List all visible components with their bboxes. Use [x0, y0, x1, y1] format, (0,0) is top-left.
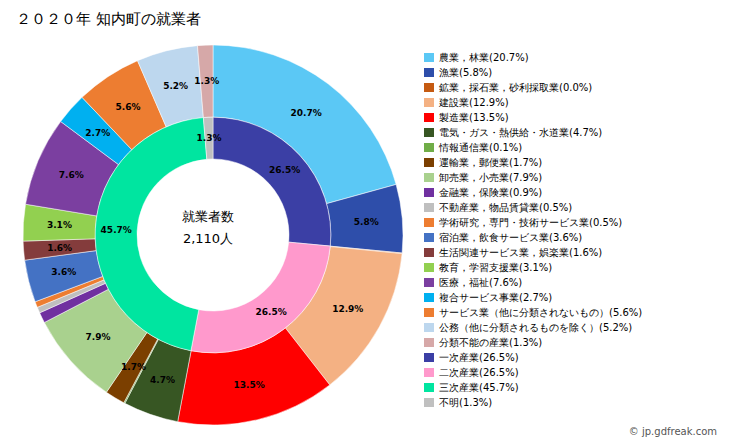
html-text:© jp.gdfreak.com: © jp.gdfreak.com: [628, 426, 717, 437]
svg-text:2.7%: 2.7%: [85, 128, 110, 138]
html-text:公務（他に分類されるものを除く）(5.2%): 公務（他に分類されるものを除く）(5.2%): [439, 321, 633, 333]
html-text:不明(1.3%): 不明(1.3%): [439, 396, 493, 408]
html-text:2,110人: 2,110人: [182, 231, 234, 246]
svg-text:5.6%: 5.6%: [116, 102, 141, 112]
svg-text:26.5%: 26.5%: [256, 307, 287, 317]
html-text:一次産業(26.5%): 一次産業(26.5%): [439, 351, 519, 363]
html-text:サービス業（他に分類されないもの）(5.6%): サービス業（他に分類されないもの）(5.6%): [439, 306, 643, 318]
html-text:農業，林業(20.7%): 農業，林業(20.7%): [439, 51, 529, 63]
svg-text:1.3%: 1.3%: [194, 76, 219, 86]
html-text:複合サービス事業(2.7%): 複合サービス事業(2.7%): [439, 291, 553, 303]
html-text:電気・ガス・熱供給・水道業(4.7%): 電気・ガス・熱供給・水道業(4.7%): [439, 126, 603, 138]
html-text:不動産業，物品賃貸業(0.5%): 不動産業，物品賃貸業(0.5%): [439, 201, 573, 213]
html-text:金融業，保険業(0.9%): 金融業，保険業(0.9%): [439, 186, 543, 198]
html-text:分類不能の産業(1.3%): 分類不能の産業(1.3%): [439, 336, 543, 348]
svg-text:3.1%: 3.1%: [47, 220, 72, 230]
svg-text:26.5%: 26.5%: [269, 165, 300, 175]
html-text:鉱業，採石業，砂利採取業(0.0%): 鉱業，採石業，砂利採取業(0.0%): [439, 81, 593, 93]
svg-text:4.7%: 4.7%: [150, 375, 175, 385]
svg-text:13.5%: 13.5%: [234, 380, 265, 390]
html-text:生活関連サービス業，娯楽業(1.6%): 生活関連サービス業，娯楽業(1.6%): [439, 246, 603, 258]
html-text:漁業(5.8%): 漁業(5.8%): [439, 66, 493, 78]
html-text:就業者数: 就業者数: [182, 209, 234, 224]
svg-text:5.8%: 5.8%: [354, 217, 379, 227]
svg-text:7.6%: 7.6%: [59, 170, 84, 180]
html-text:運輸業，郵便業(1.7%): 運輸業，郵便業(1.7%): [439, 156, 543, 168]
html-text:製造業(13.5%): 製造業(13.5%): [439, 111, 509, 123]
html-text:学術研究，専門・技術サービス業(0.5%): 学術研究，専門・技術サービス業(0.5%): [439, 216, 623, 228]
html-text:教育，学習支援業(3.1%): 教育，学習支援業(3.1%): [439, 261, 553, 273]
svg-text:7.9%: 7.9%: [86, 332, 111, 342]
svg-text:1.7%: 1.7%: [121, 362, 146, 372]
svg-text:20.7%: 20.7%: [291, 108, 322, 118]
html-text:二次産業(26.5%): 二次産業(26.5%): [439, 366, 519, 378]
html-text:２０２０年 知内町の就業者: ２０２０年 知内町の就業者: [16, 10, 201, 28]
svg-text:3.6%: 3.6%: [51, 267, 76, 277]
html-text:三次産業(45.7%): 三次産業(45.7%): [439, 381, 519, 393]
svg-text:1.3%: 1.3%: [197, 133, 222, 143]
svg-text:5.2%: 5.2%: [163, 81, 188, 91]
svg-text:12.9%: 12.9%: [332, 304, 363, 314]
html-text:医療，福祉(7.6%): 医療，福祉(7.6%): [439, 276, 523, 288]
html-text:情報通信業(0.1%): 情報通信業(0.1%): [439, 141, 523, 153]
html-text:卸売業，小売業(7.9%): 卸売業，小売業(7.9%): [439, 171, 543, 183]
svg-text:1.6%: 1.6%: [47, 243, 72, 253]
html-text:宿泊業，飲食サービス業(3.6%): 宿泊業，飲食サービス業(3.6%): [439, 231, 583, 243]
svg-text:45.7%: 45.7%: [101, 225, 132, 235]
html-text:建設業(12.9%): 建設業(12.9%): [439, 96, 509, 108]
